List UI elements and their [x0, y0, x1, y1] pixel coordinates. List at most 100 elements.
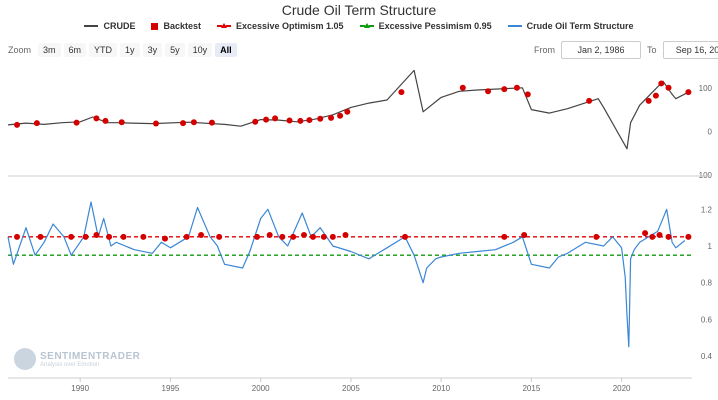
ts-backtest-point-11: [216, 233, 223, 240]
ts-backtest-point-14: [279, 233, 286, 240]
legend-item-excessive-optimism[interactable]: Excessive Optimism 1.05: [217, 21, 344, 31]
crude-backtest-point-15: [306, 117, 313, 124]
ts-backtest-point-5: [106, 233, 113, 240]
ts-backtest-point-13: [266, 232, 273, 238]
crude-backtest-point-1: [33, 120, 40, 127]
ts-backtest-point-27: [656, 232, 663, 238]
zoom-button-3m[interactable]: 3m: [38, 43, 61, 57]
ts-backtest-point-23: [521, 232, 528, 238]
ts-y-tick-4: 0.4: [701, 352, 713, 361]
ts-backtest-point-2: [68, 233, 75, 240]
legend-label-crude: CRUDE: [103, 21, 136, 31]
crude-backtest-point-8: [190, 119, 197, 126]
legend-swatch-optimism: [217, 23, 231, 28]
logo-tagline: Analysis over Emotion: [40, 361, 100, 368]
zoom-button-10y[interactable]: 10y: [187, 43, 213, 57]
ts-backtest-point-16: [300, 232, 307, 238]
crude-backtest-point-7: [180, 120, 187, 127]
zoom-button-all[interactable]: All: [215, 43, 237, 57]
zoom-button-6m[interactable]: 6m: [63, 43, 87, 57]
legend-item-crude[interactable]: CRUDE: [84, 21, 135, 31]
crude-backtest-point-13: [286, 117, 293, 124]
crude-backtest-point-14: [297, 117, 304, 124]
legend-item-backtest[interactable]: Backtest: [151, 21, 201, 31]
ts-backtest-point-10: [198, 232, 205, 238]
legend-swatch-term-structure: [507, 25, 522, 27]
date-range: From Jan 2, 1986 To Sep 16, 2023: [534, 41, 718, 59]
from-date-input[interactable]: Jan 2, 1986: [561, 41, 641, 59]
to-date-input[interactable]: Sep 16, 2023: [662, 41, 718, 59]
ts-backtest-point-18: [320, 233, 327, 240]
ts-backtest-point-12: [254, 233, 261, 240]
range-selector: Zoom 3m 6m YTD 1y 3y 5y 10y All: [8, 43, 237, 57]
ts-backtest-point-28: [665, 233, 672, 240]
x-tick-label-0: 1990: [71, 384, 89, 393]
legend-swatch-crude: [84, 25, 99, 27]
x-tick-label-3: 2005: [342, 384, 360, 393]
logo-name: SENTIMENTRADER: [40, 350, 141, 362]
crude-backtest-point-4: [102, 117, 109, 124]
ts-y-tick-3: 0.6: [701, 315, 713, 324]
ts-backtest-point-1: [37, 233, 44, 240]
ts-backtest-point-6: [120, 233, 127, 240]
ts-backtest-point-0: [14, 233, 21, 240]
x-tick-label-2: 2000: [252, 384, 270, 393]
x-axis: 1990 1995 2000 2005 2010 2015 2020: [8, 377, 692, 393]
legend-label-backtest: Backtest: [163, 21, 201, 31]
crude-backtest-point-21: [459, 84, 466, 91]
ts-backtest-point-24: [593, 233, 600, 240]
watermark-logo: SENTIMENTRADER Analysis over Emotion: [14, 348, 140, 370]
crude-backtest-point-25: [524, 91, 531, 98]
crude-backtest-point-17: [328, 114, 335, 121]
ts-backtest-point-22: [501, 233, 508, 240]
crude-backtest-point-18: [337, 112, 344, 119]
ts-backtest-point-19: [329, 233, 336, 240]
crude-backtest-point-12: [272, 115, 279, 122]
crude-backtest-point-19: [344, 108, 351, 115]
logo-icon: [14, 348, 36, 370]
crude-line: [7, 69, 689, 150]
zoom-button-1y[interactable]: 1y: [120, 43, 140, 57]
crude-backtest-point-3: [93, 115, 100, 122]
crude-y-tick-0: 100: [699, 84, 713, 93]
from-label: From: [534, 45, 555, 55]
legend-item-excessive-pessimism[interactable]: Excessive Pessimism 0.95: [359, 21, 492, 31]
crude-backtest-point-31: [685, 89, 692, 96]
zoom-button-ytd[interactable]: YTD: [89, 43, 118, 57]
crude-backtest-point-0: [14, 121, 21, 128]
term-structure-panel: 1.2 1 0.8 0.6 0.4: [7, 201, 713, 361]
ts-backtest-point-21: [402, 233, 409, 240]
crude-backtest-point-29: [658, 80, 665, 87]
ts-backtest-point-15: [290, 233, 297, 240]
ts-y-tick-0: 1.2: [701, 205, 713, 214]
legend: CRUDE Backtest Excessive Optimism 1.05 E…: [0, 21, 718, 31]
ts-y-tick-1: 1: [708, 242, 713, 251]
crude-backtest-point-2: [73, 119, 80, 126]
ts-backtest-point-17: [310, 233, 317, 240]
legend-item-term-structure[interactable]: Crude Oil Term Structure: [507, 21, 634, 31]
legend-swatch-pessimism: [359, 23, 374, 28]
ts-backtest-point-4: [93, 232, 100, 238]
zoom-label: Zoom: [8, 45, 32, 55]
x-tick-label-5: 2015: [522, 384, 540, 393]
ts-backtest-point-7: [140, 233, 147, 240]
ts-backtest-point-9: [183, 233, 190, 240]
chart-title: Crude Oil Term Structure: [281, 2, 437, 18]
crude-y-tick-1: 0: [708, 127, 713, 136]
x-tick-label-6: 2020: [613, 384, 631, 393]
legend-label-pessimism: Excessive Pessimism 0.95: [378, 21, 492, 31]
legend-label-optimism: Excessive Optimism 1.05: [236, 21, 344, 31]
zoom-button-3y[interactable]: 3y: [142, 43, 163, 57]
x-tick-label-1: 1995: [162, 384, 180, 393]
crude-backtest-point-20: [398, 89, 405, 96]
x-tick-label-4: 2010: [432, 384, 450, 393]
crude-backtest-point-23: [501, 86, 508, 93]
ts-backtest-point-29: [685, 233, 692, 240]
crude-backtest-point-16: [317, 115, 324, 122]
zoom-button-5y[interactable]: 5y: [165, 43, 185, 57]
legend-swatch-backtest: [151, 22, 159, 30]
crude-backtest-point-10: [252, 118, 259, 125]
ts-backtest-point-26: [649, 233, 656, 240]
